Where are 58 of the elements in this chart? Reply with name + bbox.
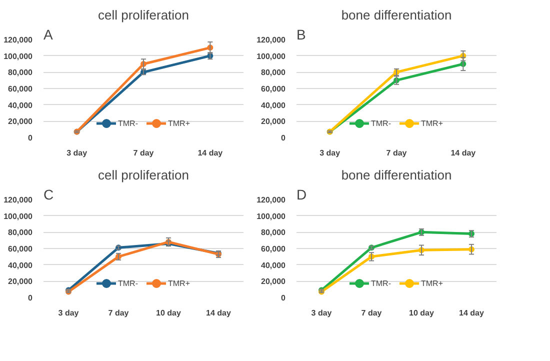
y-tick-label: 20,000 [8, 117, 34, 126]
y-tick-label: 80,000 [261, 68, 286, 78]
x-tick-label: 3 day [66, 148, 88, 158]
chart-title: cell proliferation [98, 168, 190, 182]
x-tick-label: 7 day [133, 148, 154, 158]
x-tick-label: 14 day [450, 148, 476, 158]
y-tick-label: 0 [28, 134, 34, 142]
annotation: A [44, 26, 54, 42]
legend-label: TMR- [371, 278, 391, 288]
legend-label: TMR- [118, 278, 138, 288]
y-tick-label: 80,000 [261, 228, 286, 238]
y-tick-label: 40,000 [261, 100, 286, 110]
y-tick-label: 80,000 [8, 228, 34, 238]
chart-title: bone differentiation [341, 168, 452, 182]
x-tick-label: 7 day [386, 148, 408, 158]
y-tick-label: 0 [281, 134, 286, 142]
y-tick-label: 40,000 [8, 100, 34, 110]
y-tick-label: 100,000 [256, 212, 286, 221]
y-tick-label: 60,000 [8, 84, 34, 94]
legend-label: TMR+ [168, 278, 190, 288]
annotation: C [44, 186, 54, 202]
x-tick-label: 3 day [320, 148, 341, 158]
annotation: D [296, 186, 307, 202]
x-tick-label: 7 day [108, 308, 130, 318]
annotation: B [296, 26, 306, 42]
legend-label: TMR+ [421, 278, 443, 288]
y-tick-label: 60,000 [8, 244, 34, 254]
legend-label: TMR- [371, 118, 391, 128]
x-tick-label: 10 day [156, 308, 182, 318]
y-tick-label: 100,000 [4, 52, 34, 61]
y-tick-label: 80,000 [8, 68, 34, 78]
y-tick-label: 60,000 [261, 84, 286, 94]
chart-title: cell proliferation [98, 8, 190, 22]
x-tick-label: 3 day [58, 308, 80, 318]
y-tick-label: 120,000 [4, 36, 34, 44]
x-tick-label: 14 day [459, 308, 485, 318]
y-tick-label: 120,000 [256, 36, 286, 44]
y-tick-label: 0 [281, 294, 286, 302]
x-tick-label: 14 day [206, 308, 232, 318]
y-tick-label: 100,000 [256, 52, 286, 61]
y-tick-label: 20,000 [8, 277, 34, 286]
y-tick-label: 40,000 [261, 260, 286, 270]
y-tick-label: 60,000 [261, 244, 286, 254]
legend-label: TMR- [118, 118, 138, 128]
y-tick-label: 20,000 [261, 277, 286, 286]
y-tick-label: 20,000 [261, 117, 286, 126]
y-tick-label: 40,000 [8, 260, 34, 270]
y-tick-label: 120,000 [256, 196, 286, 204]
x-tick-label: 3 day [311, 308, 332, 318]
y-tick-label: 100,000 [4, 212, 34, 221]
x-tick-label: 10 day [409, 308, 435, 318]
chart-title: bone differentiation [341, 8, 452, 22]
legend-label: TMR+ [421, 118, 443, 128]
y-tick-label: 0 [28, 294, 34, 302]
legend-label: TMR+ [168, 118, 190, 128]
x-tick-label: 14 day [198, 148, 224, 158]
y-tick-label: 120,000 [4, 196, 34, 204]
x-tick-label: 7 day [361, 308, 382, 318]
